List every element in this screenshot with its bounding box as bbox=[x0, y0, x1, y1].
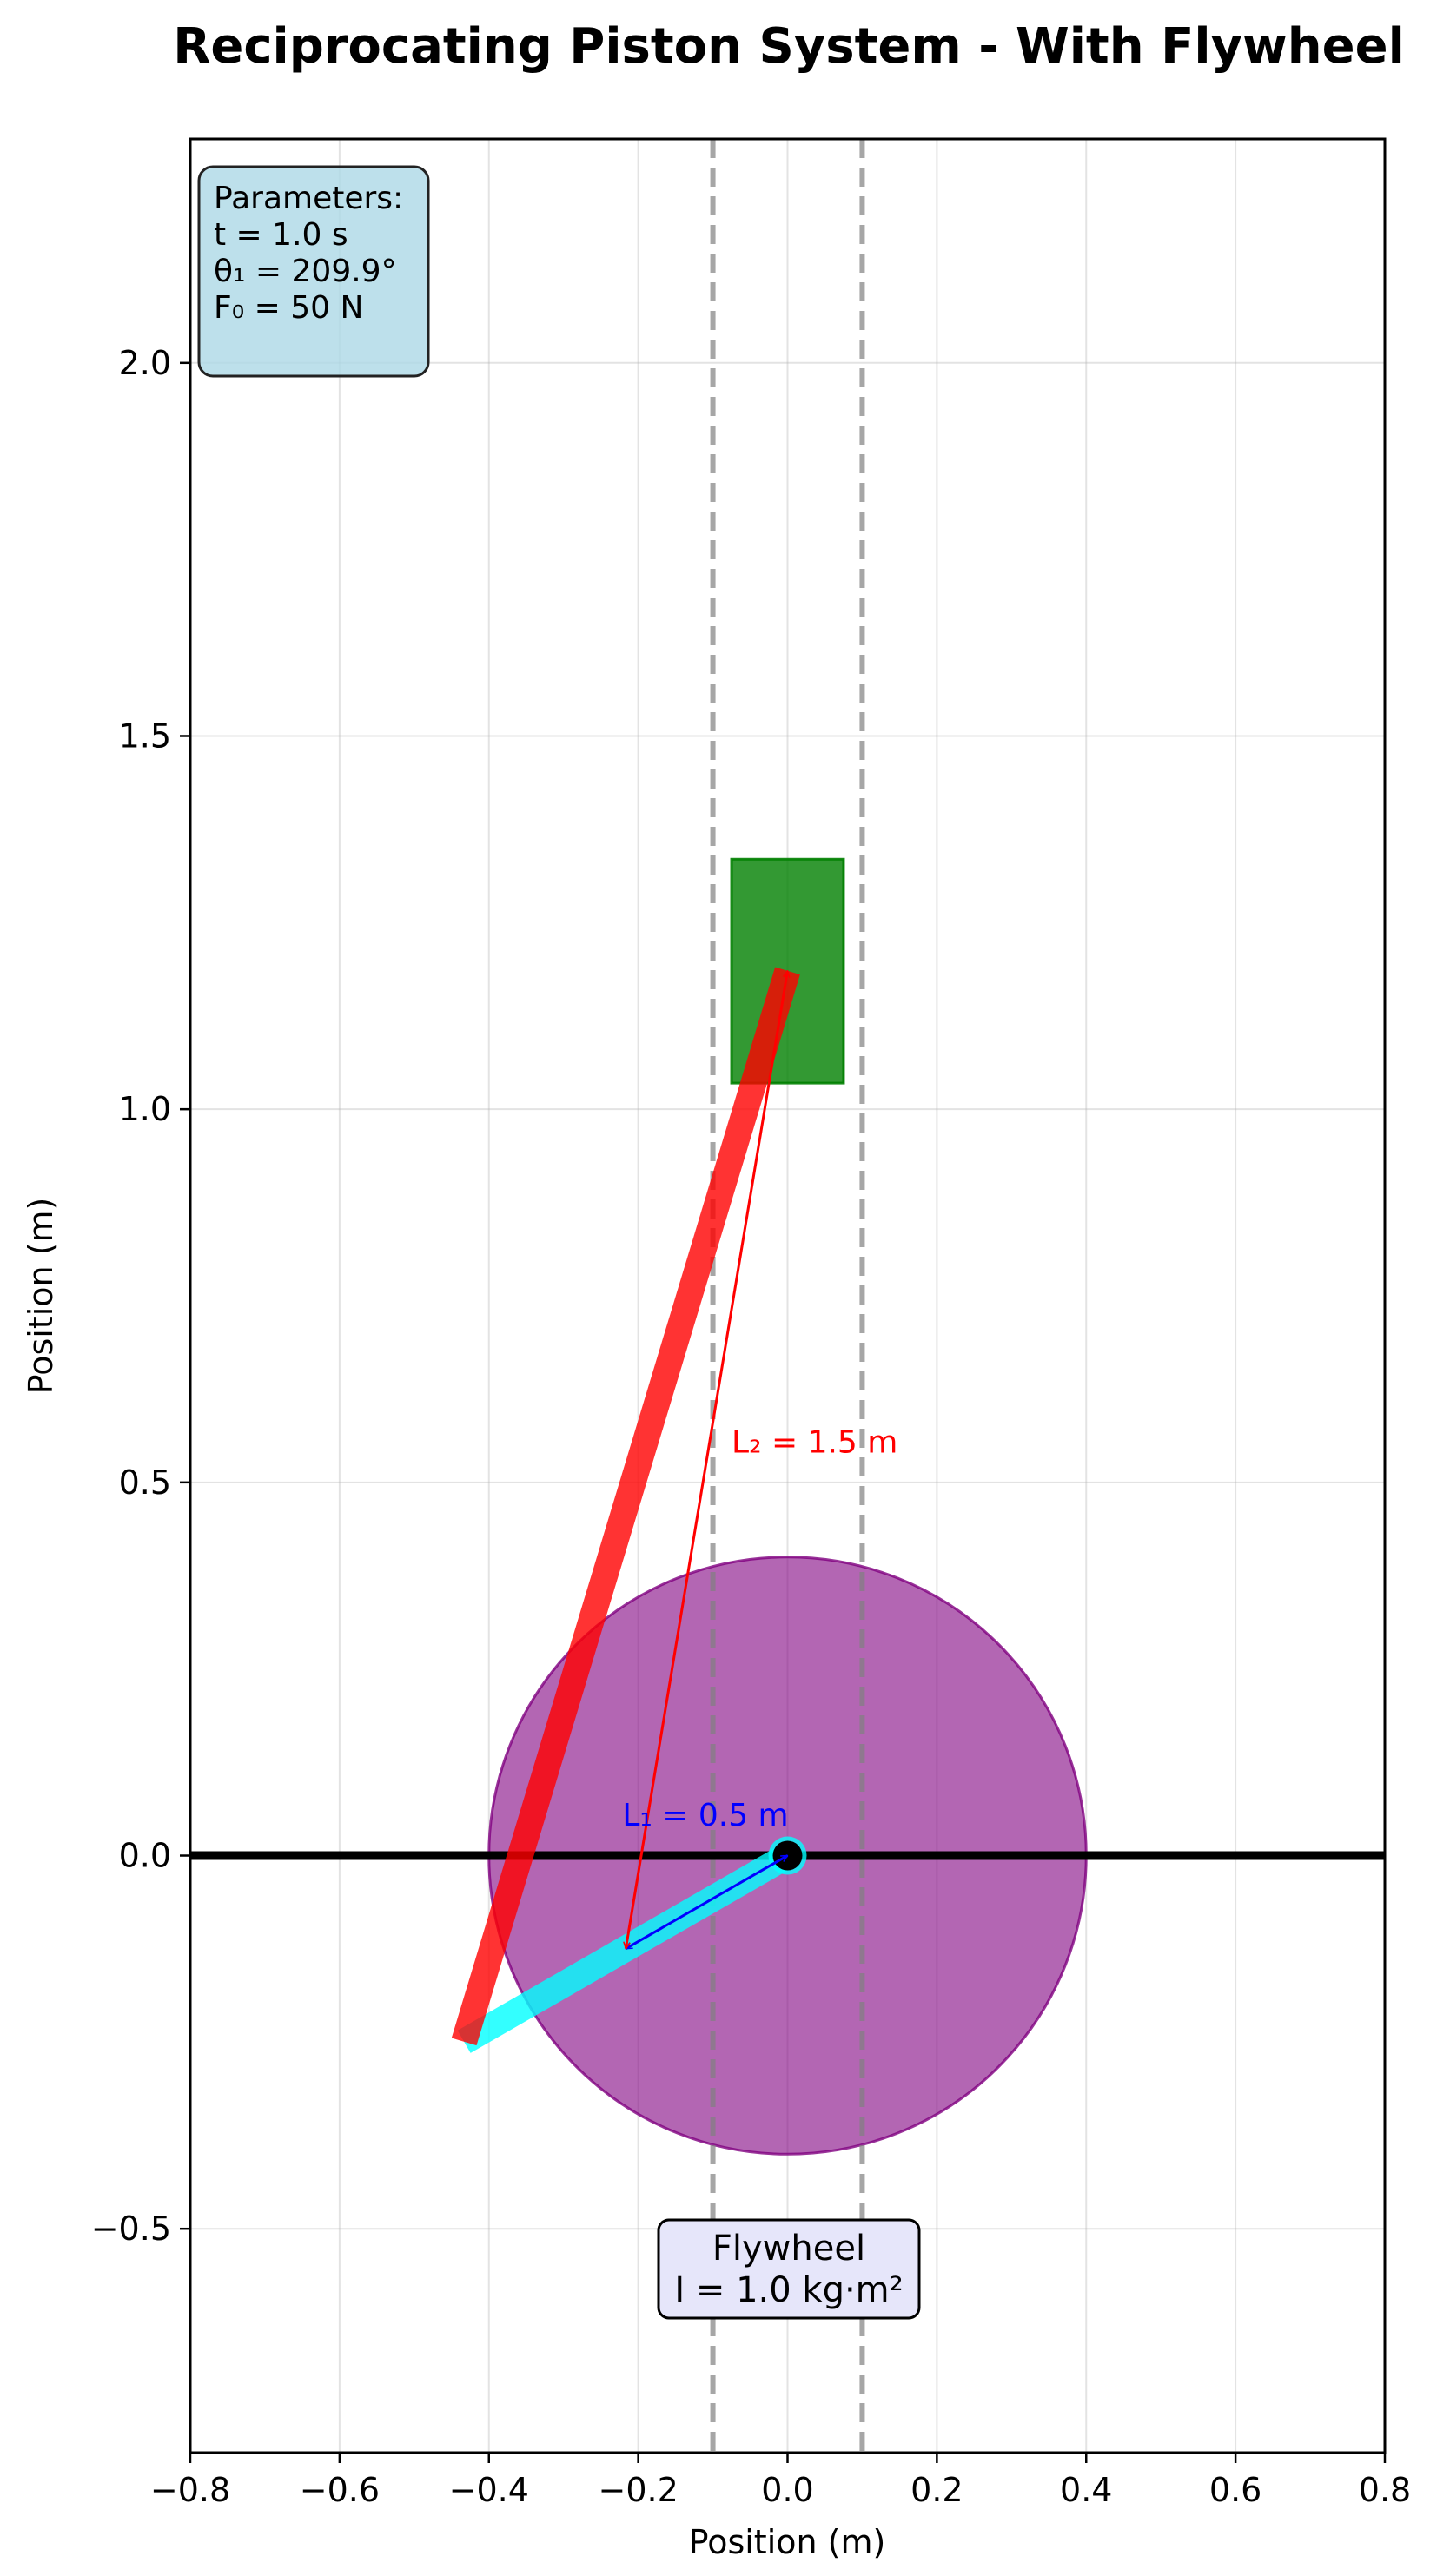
y-tick-label: 2.0 bbox=[119, 344, 171, 382]
x-tick-label: 0.0 bbox=[761, 2471, 813, 2509]
x-tick-label: −0.2 bbox=[598, 2471, 678, 2509]
flywheel-label-frame bbox=[657, 2218, 921, 2320]
x-tick-label: 0.2 bbox=[910, 2471, 963, 2509]
y-tick-label: 0.5 bbox=[119, 1463, 171, 1502]
parameter-time: t = 1.0 s bbox=[214, 217, 348, 253]
y-tick-label: 1.0 bbox=[119, 1090, 171, 1128]
y-tick-label: 0.0 bbox=[119, 1837, 171, 1875]
mechanism-layer bbox=[190, 139, 1385, 2453]
flywheel-label-line1: Flywheel bbox=[712, 2229, 865, 2269]
x-tick-label: 0.6 bbox=[1209, 2471, 1261, 2509]
parameter-angle: θ₁ = 209.9° bbox=[214, 254, 397, 289]
crank-length-label: L₁ = 0.5 m bbox=[622, 1798, 788, 1833]
x-axis-label: Position (m) bbox=[689, 2523, 886, 2561]
parameters-box: Parameters: t = 1.0 s θ₁ = 209.9° F₀ = 5… bbox=[197, 165, 430, 378]
parameters-box-frame bbox=[197, 165, 430, 378]
rod-length-label: L₂ = 1.5 m bbox=[732, 1424, 897, 1460]
x-tick-label: −0.8 bbox=[150, 2471, 230, 2509]
y-tick-label: −0.5 bbox=[91, 2209, 171, 2248]
x-tick-label: −0.6 bbox=[300, 2471, 380, 2509]
chart-title: Reciprocating Piston System - With Flywh… bbox=[173, 18, 1405, 75]
flywheel-label-box: Flywheel I = 1.0 kg·m² bbox=[657, 2218, 921, 2320]
x-tick-label: 0.4 bbox=[1060, 2471, 1112, 2509]
parameter-force: F₀ = 50 N bbox=[214, 290, 363, 326]
flywheel-label-line2: I = 1.0 kg·m² bbox=[674, 2270, 903, 2310]
y-tick-label: 1.5 bbox=[119, 717, 171, 755]
parameters-heading: Parameters: bbox=[214, 181, 403, 216]
x-tick-label: 0.8 bbox=[1359, 2471, 1411, 2509]
rod-length-arrow bbox=[626, 971, 787, 1949]
y-axis-ticks: −0.5 0.0 0.5 1.0 1.5 2.0 bbox=[91, 344, 190, 2248]
x-axis-ticks: −0.8 −0.6 −0.4 −0.2 0.0 0.2 0.4 0.6 0.8 bbox=[150, 2453, 1411, 2509]
x-tick-label: −0.4 bbox=[449, 2471, 529, 2509]
y-axis-label: Position (m) bbox=[22, 1198, 60, 1395]
